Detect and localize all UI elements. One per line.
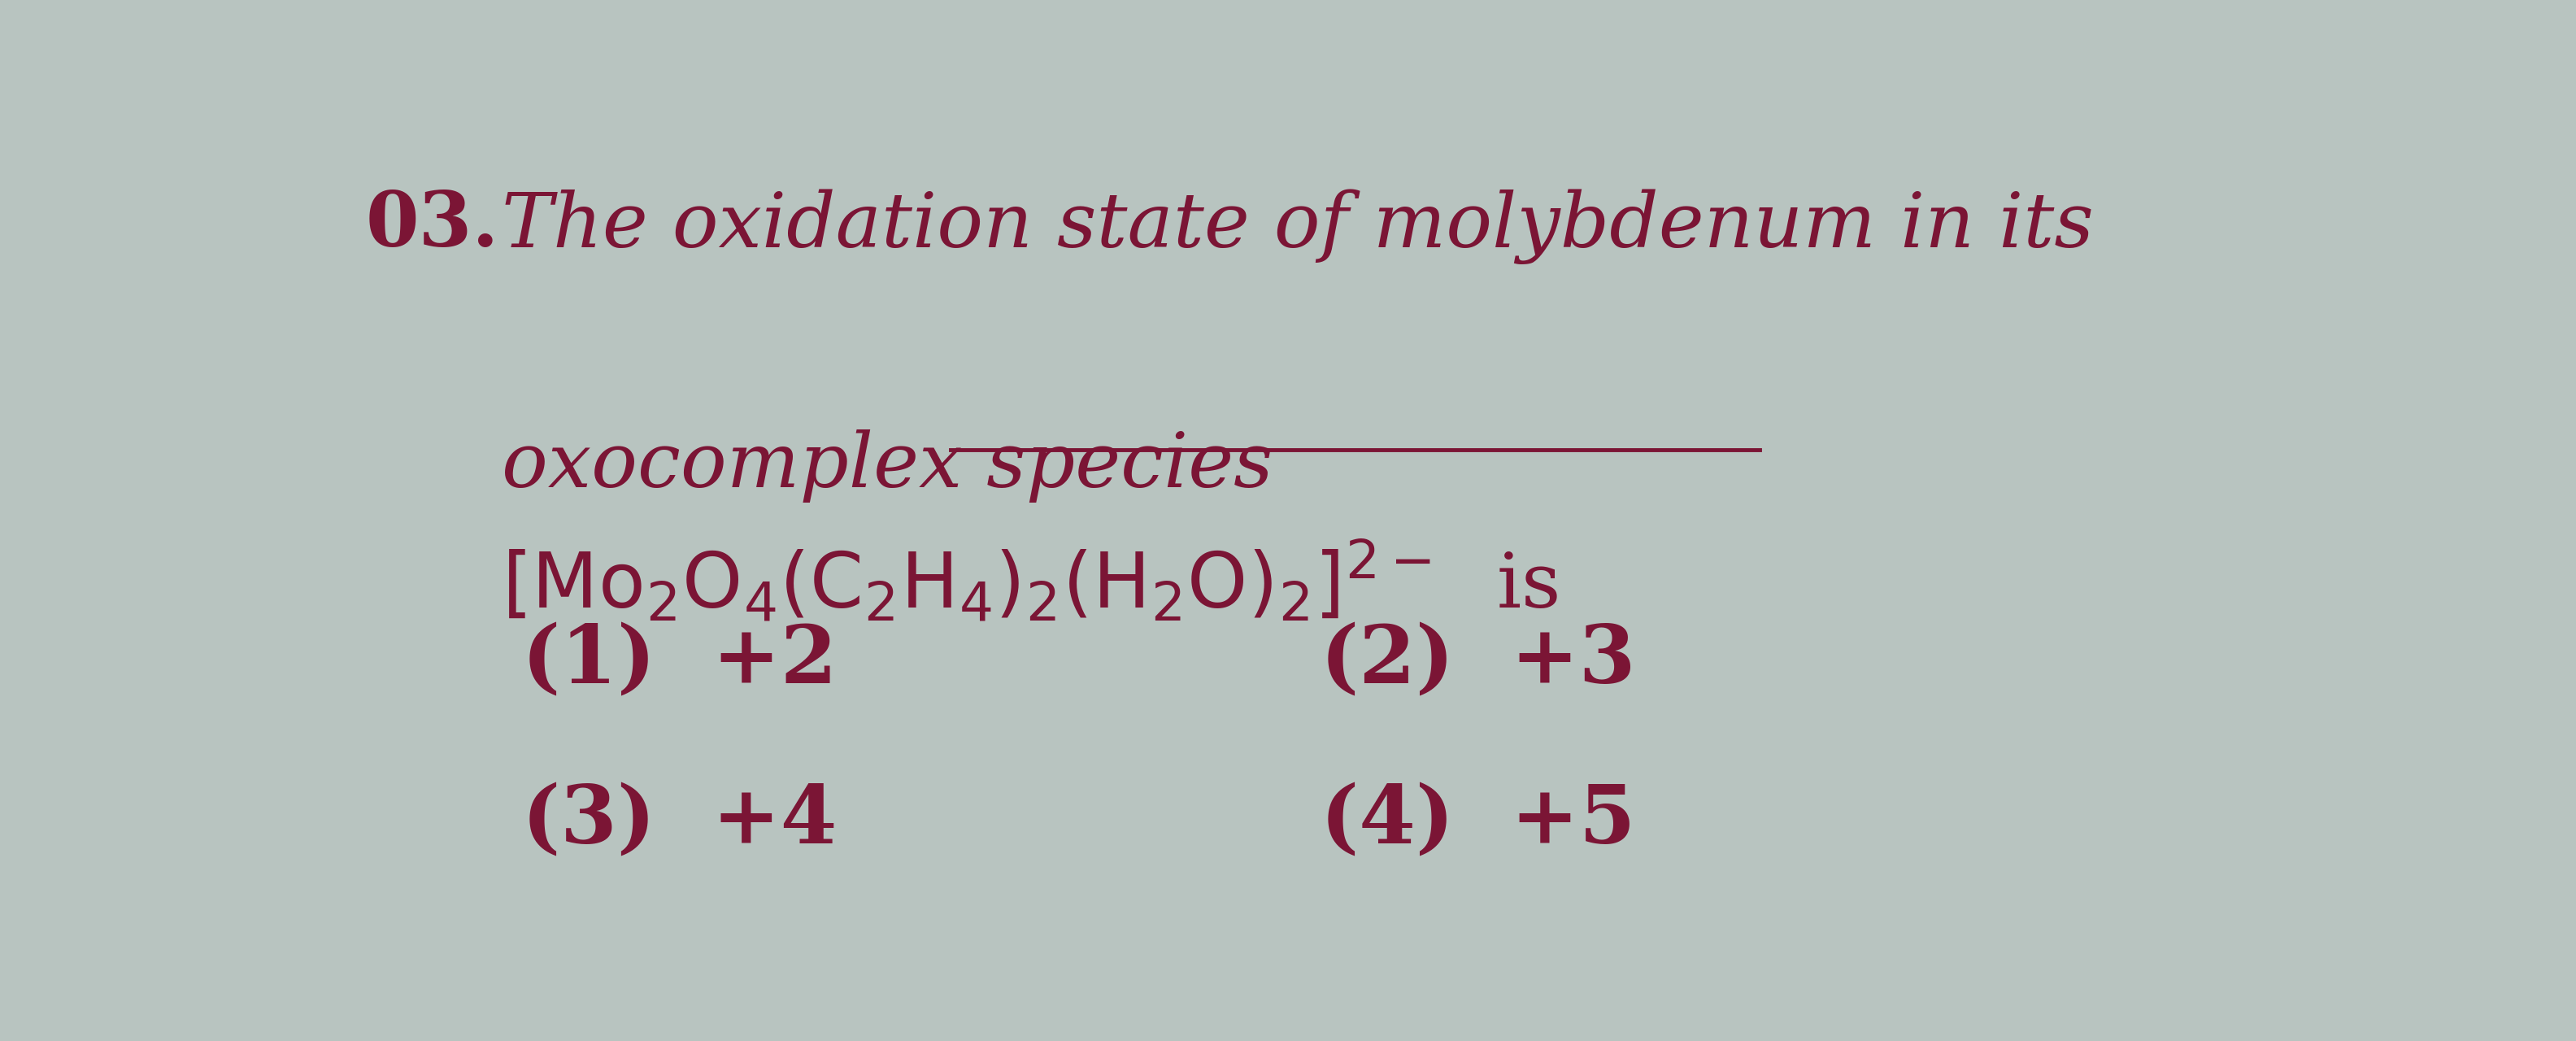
Text: 03.: 03. <box>366 189 500 262</box>
Text: $[\mathrm{Mo_2O_4(C_2H_4)_2(H_2O)_2}]^{2-}$  is: $[\mathrm{Mo_2O_4(C_2H_4)_2(H_2O)_2}]^{2… <box>502 538 1558 624</box>
Text: (2)  +3: (2) +3 <box>1321 621 1636 701</box>
Text: The oxidation state of molybdenum in its: The oxidation state of molybdenum in its <box>502 189 2094 264</box>
Text: (1)  +2: (1) +2 <box>520 621 837 701</box>
Text: (4)  +5: (4) +5 <box>1321 782 1636 861</box>
Text: oxocomplex species: oxocomplex species <box>502 430 1273 503</box>
Text: (3)  +4: (3) +4 <box>520 782 837 861</box>
